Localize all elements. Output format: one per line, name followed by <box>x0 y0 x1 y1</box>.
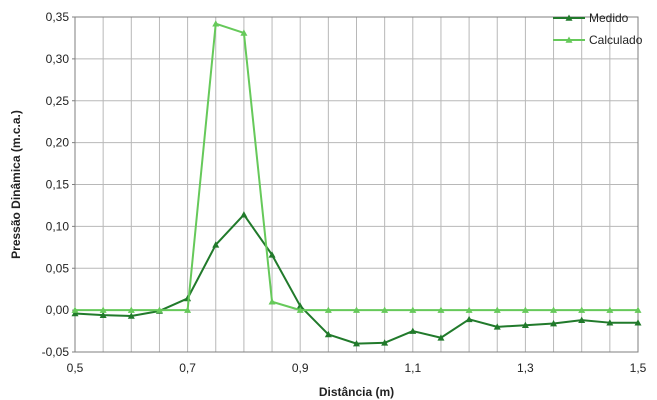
series-calculado <box>71 20 642 313</box>
data-point-medido <box>409 327 417 334</box>
data-point-calculado <box>212 20 220 27</box>
legend-item-calculado: Calculado <box>553 33 643 47</box>
data-point-calculado <box>634 306 642 313</box>
data-point-medido <box>634 319 642 326</box>
y-axis-tick-labels: -0,05 0,00 0,05 0,10 0,15 0,20 0,25 0,30 0,35 <box>42 10 75 359</box>
y-tick-label: 0,20 <box>46 136 70 150</box>
data-point-calculado <box>296 306 304 313</box>
series <box>71 20 642 347</box>
legend-marker-medido <box>565 14 573 21</box>
data-point-medido <box>353 340 360 347</box>
x-tick-label: 1,3 <box>517 361 534 375</box>
x-tick-label: 0,9 <box>292 361 309 375</box>
data-point-calculado <box>127 306 135 313</box>
y-tick-label: 0,10 <box>46 219 70 233</box>
data-point-calculado <box>184 306 192 313</box>
legend-item-medido: Medido <box>553 11 629 25</box>
y-tick-label: 0,35 <box>46 10 70 24</box>
y-tick-label: 0,00 <box>46 303 70 317</box>
data-point-medido <box>550 320 558 327</box>
data-point-calculado <box>240 29 248 36</box>
x-tick-label: 0,5 <box>67 361 84 375</box>
data-point-calculado <box>268 298 276 305</box>
x-tick-label: 0,7 <box>179 361 196 375</box>
legend-marker-calculado <box>565 36 573 43</box>
data-point-medido <box>578 316 586 323</box>
data-point-medido <box>71 309 79 317</box>
data-point-calculado <box>550 306 558 313</box>
data-point-medido <box>296 302 304 309</box>
data-point-medido <box>493 323 501 330</box>
data-point-calculado <box>409 306 417 313</box>
data-point-calculado <box>381 306 389 313</box>
grid <box>74 16 639 353</box>
data-point-calculado <box>493 306 501 313</box>
data-point-calculado <box>155 306 163 313</box>
data-point-medido <box>465 315 473 323</box>
x-tick-label: 1,1 <box>404 361 421 375</box>
data-point-calculado <box>606 306 614 313</box>
y-tick-label: 0,30 <box>46 52 70 66</box>
data-point-calculado <box>324 306 332 313</box>
x-tick-label: 1,5 <box>630 361 647 375</box>
data-point-medido <box>381 339 389 346</box>
data-point-calculado <box>71 306 79 313</box>
data-point-medido <box>521 321 529 328</box>
data-point-calculado <box>437 306 445 313</box>
data-point-medido <box>127 312 135 319</box>
data-point-calculado <box>465 306 473 313</box>
y-axis-title: Pressão Dinâmica (m.c.a.) <box>9 110 23 259</box>
legend-label-medido: Medido <box>589 11 629 25</box>
data-point-medido <box>212 241 220 248</box>
data-point-medido <box>324 330 332 338</box>
data-point-medido <box>606 319 614 326</box>
x-axis-title: Distância (m) <box>319 385 394 399</box>
data-point-medido <box>99 311 107 318</box>
data-point-calculado <box>578 306 586 313</box>
data-point-medido <box>437 334 445 341</box>
x-axis-tick-labels: 0,5 0,7 0,9 1,1 1,3 1,5 <box>67 361 647 375</box>
data-point-calculado <box>353 306 360 313</box>
y-tick-label: 0,05 <box>46 261 70 275</box>
legend: Medido Calculado <box>553 11 643 47</box>
y-tick-label: 0,15 <box>46 178 70 192</box>
y-tick-label: 0,25 <box>46 94 70 108</box>
legend-label-calculado: Calculado <box>589 33 643 47</box>
data-point-calculado <box>521 306 529 313</box>
y-tick-label: -0,05 <box>42 345 70 359</box>
data-point-calculado <box>99 306 107 313</box>
data-point-medido <box>268 251 276 258</box>
data-point-medido <box>240 211 248 218</box>
